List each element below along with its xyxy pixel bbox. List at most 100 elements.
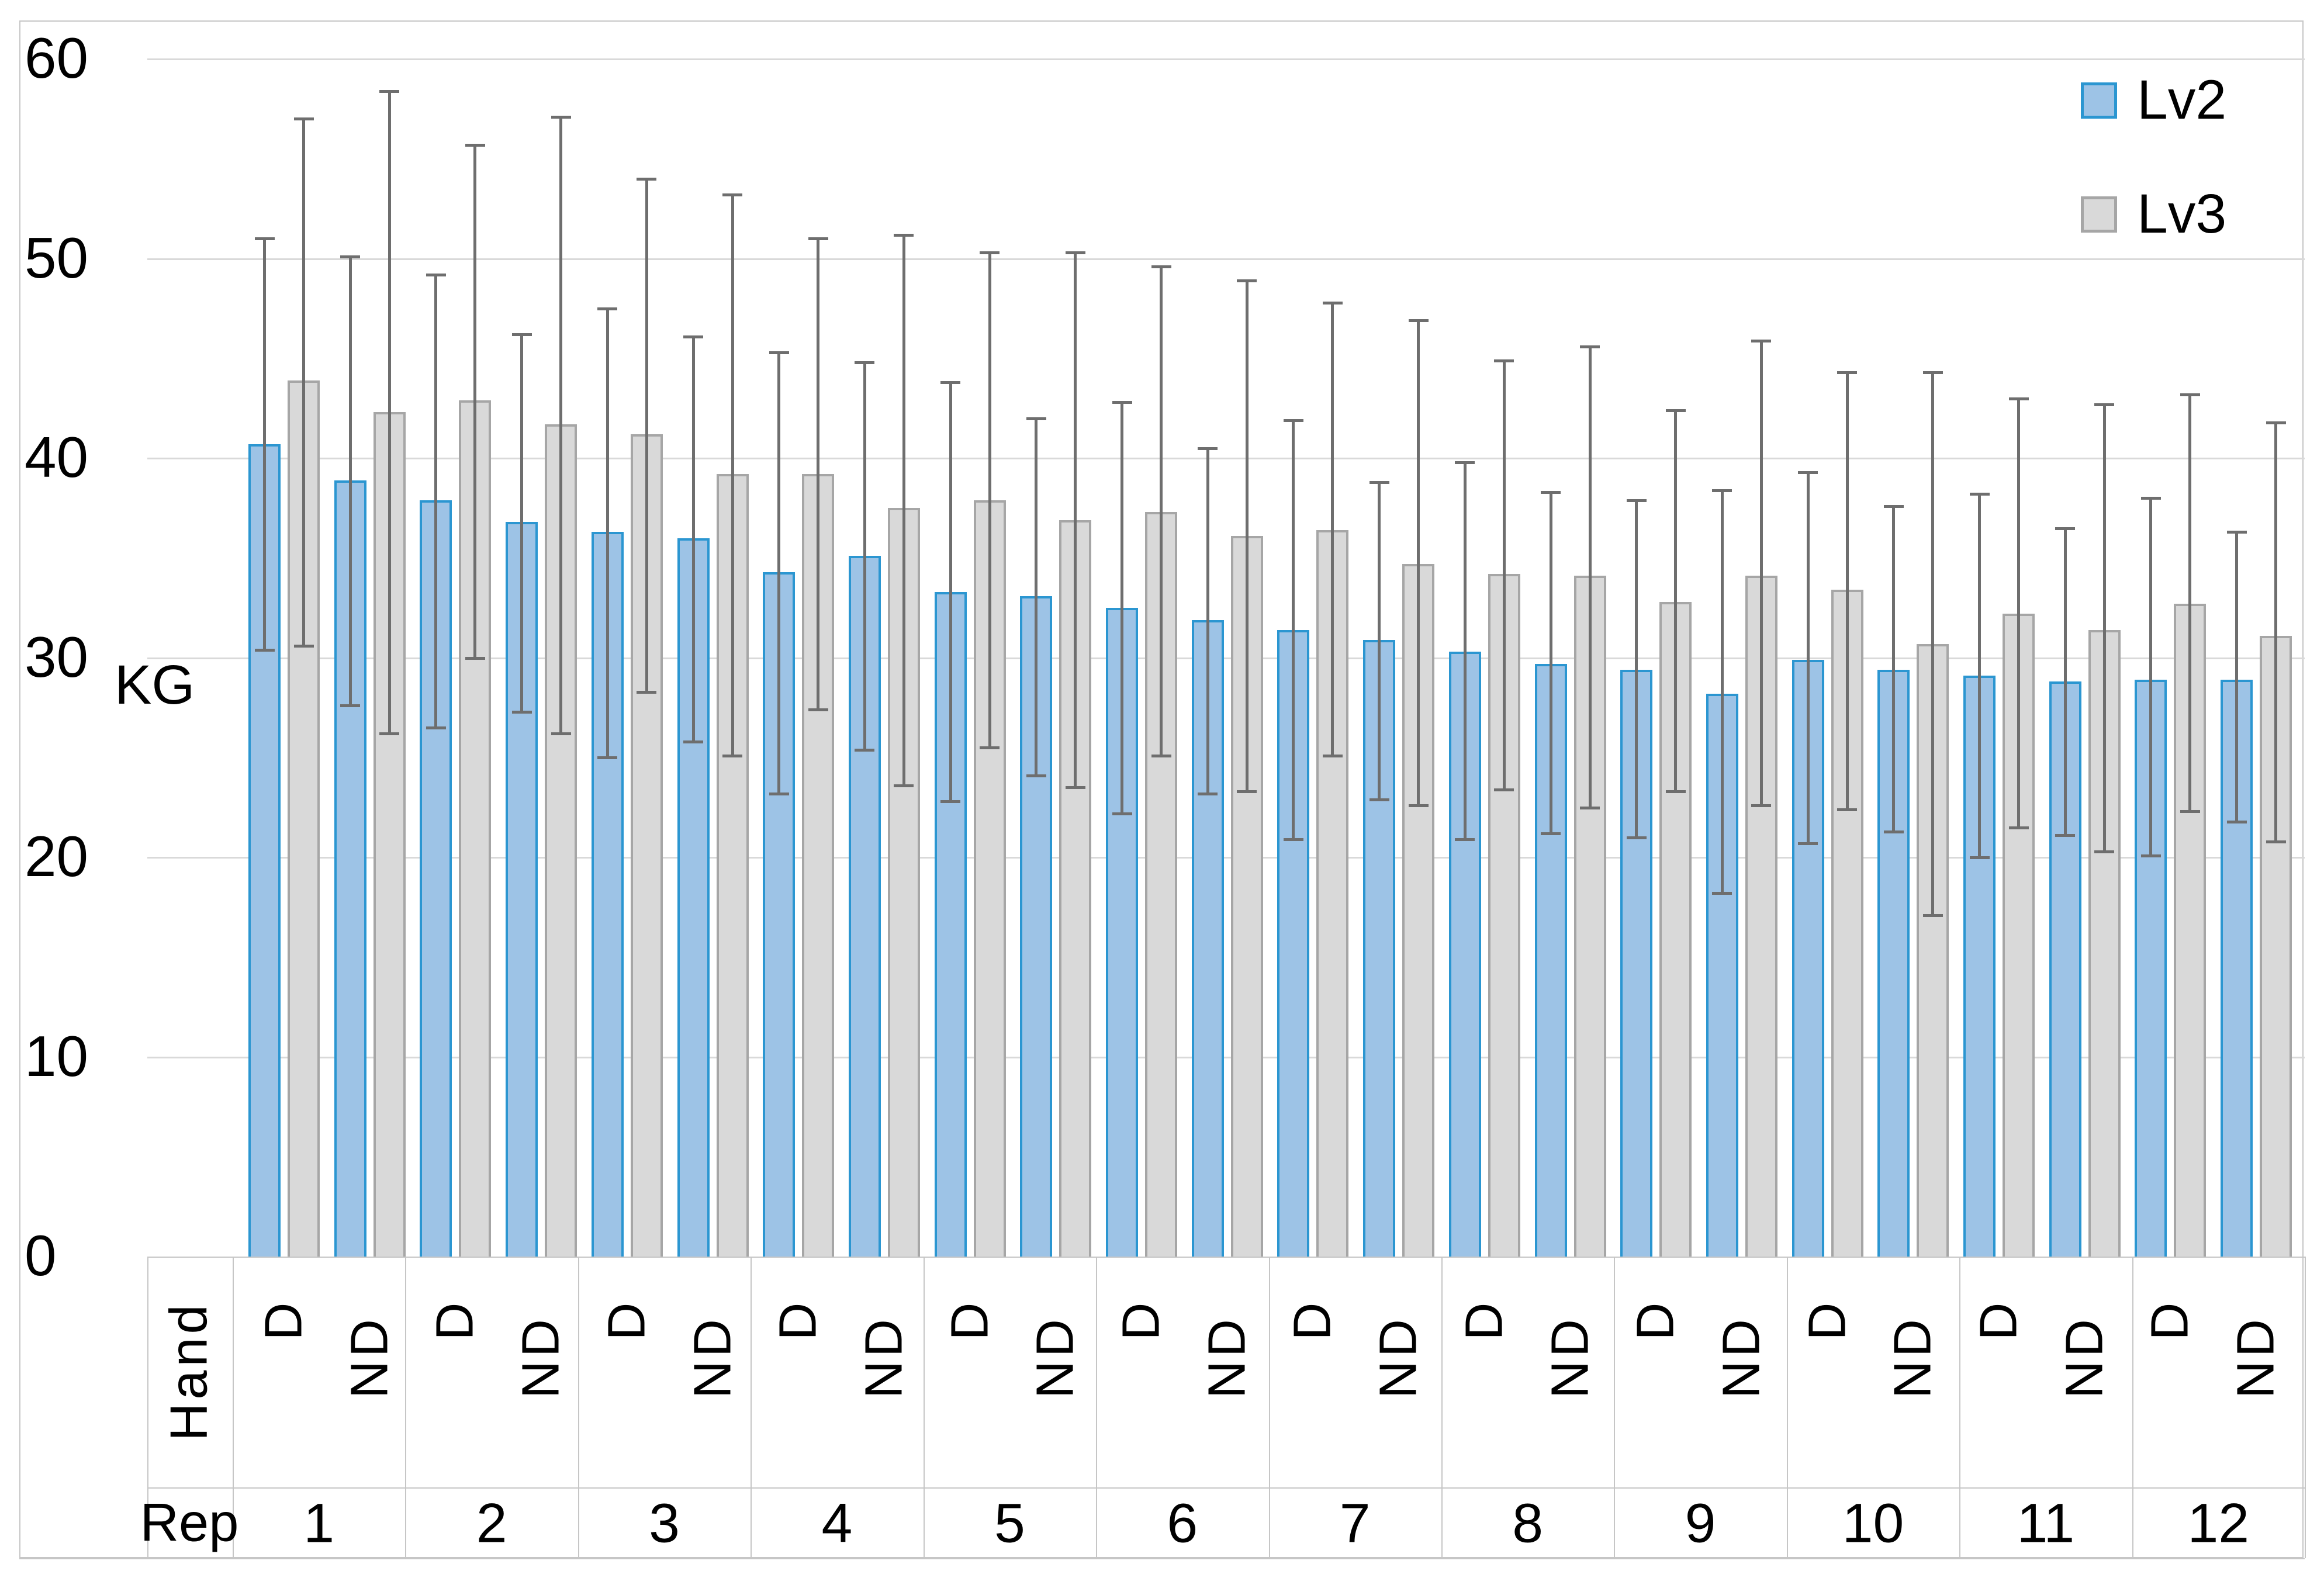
error-cap-top-rep12-ND-lv3 — [2266, 421, 2286, 424]
error-bar-rep11-ND-lv3 — [2102, 404, 2106, 852]
hand-tick-label-6-D: D — [1112, 1299, 1171, 1341]
error-cap-bottom-rep5-D-lv2 — [940, 800, 961, 804]
axis-baseline — [147, 1257, 2305, 1258]
error-cap-bottom-rep11-D-lv3 — [2008, 826, 2029, 829]
rep-tick-label-2: 2 — [476, 1492, 507, 1555]
bar-rep7-ND-lv2 — [1363, 639, 1396, 1257]
error-cap-bottom-rep3-D-lv2 — [597, 756, 618, 760]
error-cap-top-rep4-D-lv3 — [808, 237, 828, 241]
error-bar-rep4-ND-lv3 — [902, 234, 905, 786]
error-bar-rep10-ND-lv2 — [1892, 506, 1896, 832]
error-bar-rep9-ND-lv2 — [1720, 490, 1724, 894]
table-group-line-9 — [1787, 1257, 1788, 1558]
error-cap-top-rep12-D-lv3 — [2180, 393, 2200, 396]
gridline-60 — [147, 58, 2305, 60]
error-cap-top-rep4-ND-lv2 — [855, 361, 875, 365]
error-bar-rep2-ND-lv2 — [520, 334, 524, 712]
error-cap-top-rep9-D-lv2 — [1626, 499, 1647, 502]
error-cap-top-rep12-ND-lv2 — [2226, 531, 2247, 534]
error-bar-rep12-ND-lv3 — [2274, 422, 2278, 842]
error-cap-bottom-rep9-ND-lv3 — [1751, 804, 1772, 808]
error-cap-bottom-rep4-ND-lv2 — [855, 748, 875, 752]
hand-tick-label-9-D: D — [1626, 1299, 1685, 1341]
error-bar-rep6-ND-lv2 — [1206, 448, 1209, 794]
error-bar-rep2-ND-lv3 — [559, 117, 563, 734]
gridline-30 — [147, 657, 2305, 659]
error-bar-rep3-ND-lv2 — [691, 336, 695, 742]
error-cap-bottom-rep7-D-lv2 — [1283, 838, 1303, 842]
error-cap-top-rep10-ND-lv2 — [1883, 504, 1904, 508]
error-cap-top-rep1-D-lv3 — [293, 117, 314, 121]
error-cap-bottom-rep4-D-lv3 — [808, 708, 828, 712]
error-cap-bottom-rep10-D-lv2 — [1798, 842, 1818, 846]
error-bar-rep8-D-lv2 — [1463, 462, 1467, 840]
error-cap-bottom-rep7-ND-lv3 — [1408, 804, 1429, 808]
error-cap-bottom-rep1-ND-lv3 — [379, 732, 400, 736]
table-group-line-6 — [1269, 1257, 1270, 1558]
error-bar-rep4-D-lv3 — [817, 238, 820, 710]
error-cap-bottom-rep2-ND-lv2 — [511, 710, 532, 714]
error-cap-bottom-rep10-ND-lv2 — [1883, 830, 1904, 833]
table-left-line — [147, 1257, 148, 1558]
rep-tick-label-5: 5 — [994, 1492, 1025, 1555]
error-cap-bottom-rep1-D-lv2 — [254, 648, 275, 652]
hand-tick-label-11-D: D — [1969, 1299, 2028, 1341]
error-cap-bottom-rep2-ND-lv3 — [551, 732, 571, 736]
error-bar-rep8-ND-lv3 — [1588, 346, 1592, 808]
error-bar-rep10-ND-lv3 — [1931, 372, 1935, 916]
error-cap-bottom-rep11-D-lv2 — [1969, 856, 1990, 859]
legend-swatch-lv2-icon — [2081, 82, 2117, 119]
error-cap-bottom-rep3-D-lv3 — [637, 690, 657, 694]
error-bar-rep5-ND-lv3 — [1074, 252, 1077, 788]
error-cap-top-rep3-D-lv2 — [597, 307, 618, 310]
error-cap-bottom-rep5-ND-lv3 — [1065, 786, 1085, 790]
bar-rep7-D-lv2 — [1277, 629, 1310, 1257]
error-bar-rep12-ND-lv2 — [2235, 532, 2239, 822]
error-bar-rep6-D-lv3 — [1160, 267, 1163, 756]
gridline-40 — [147, 458, 2305, 459]
rep-tick-label-11: 11 — [2017, 1492, 2075, 1555]
error-cap-top-rep7-ND-lv2 — [1369, 480, 1389, 484]
table-group-line-5 — [1096, 1257, 1097, 1558]
error-bar-rep7-D-lv3 — [1331, 302, 1334, 756]
error-cap-bottom-rep7-D-lv3 — [1322, 754, 1343, 757]
table-group-line-2 — [578, 1257, 579, 1558]
error-bar-rep6-ND-lv3 — [1245, 281, 1249, 792]
error-cap-bottom-rep12-D-lv3 — [2180, 810, 2200, 814]
error-cap-top-rep7-D-lv3 — [1322, 301, 1343, 304]
rep-tick-label-10: 10 — [1842, 1492, 1904, 1555]
error-bar-rep9-ND-lv3 — [1759, 340, 1763, 806]
error-bar-rep3-D-lv2 — [606, 308, 609, 758]
hand-tick-label-8-ND: ND — [1541, 1316, 1599, 1399]
table-group-line-10 — [1959, 1257, 1960, 1558]
error-cap-bottom-rep9-D-lv3 — [1665, 790, 1686, 794]
error-cap-bottom-rep10-D-lv3 — [1837, 808, 1858, 812]
y-tick-label-30: 30 — [25, 624, 89, 689]
error-cap-bottom-rep8-D-lv2 — [1455, 838, 1475, 842]
error-cap-top-rep5-ND-lv3 — [1065, 251, 1085, 255]
error-bar-rep12-D-lv2 — [2149, 498, 2153, 856]
rep-tick-label-12: 12 — [2187, 1492, 2250, 1555]
error-bar-rep8-D-lv3 — [1502, 360, 1506, 790]
error-cap-top-rep2-ND-lv2 — [511, 333, 532, 337]
table-group-line-7 — [1441, 1257, 1443, 1558]
hand-tick-label-10-ND: ND — [1883, 1316, 1942, 1399]
bar-rep1-ND-lv3 — [373, 412, 406, 1257]
error-cap-top-rep2-D-lv3 — [465, 143, 485, 147]
table-group-line-8 — [1614, 1257, 1615, 1558]
hand-tick-label-11-ND: ND — [2055, 1316, 2114, 1399]
gridline-50 — [147, 258, 2305, 260]
error-bar-rep7-D-lv2 — [1292, 420, 1295, 840]
error-bar-rep1-ND-lv2 — [348, 257, 352, 706]
error-cap-top-rep5-D-lv3 — [980, 251, 1000, 255]
error-cap-top-rep5-D-lv2 — [940, 381, 961, 385]
error-cap-bottom-rep8-D-lv3 — [1494, 788, 1514, 791]
hand-tick-label-12-D: D — [2140, 1299, 2200, 1341]
error-cap-top-rep5-ND-lv2 — [1026, 417, 1046, 420]
hand-tick-label-1-D: D — [254, 1299, 313, 1341]
error-cap-bottom-rep10-ND-lv3 — [1922, 914, 1943, 918]
legend-entry-lv3: Lv3 — [2081, 186, 2226, 242]
error-bar-rep7-ND-lv3 — [1417, 320, 1420, 806]
y-tick-label-0: 0 — [25, 1223, 57, 1288]
